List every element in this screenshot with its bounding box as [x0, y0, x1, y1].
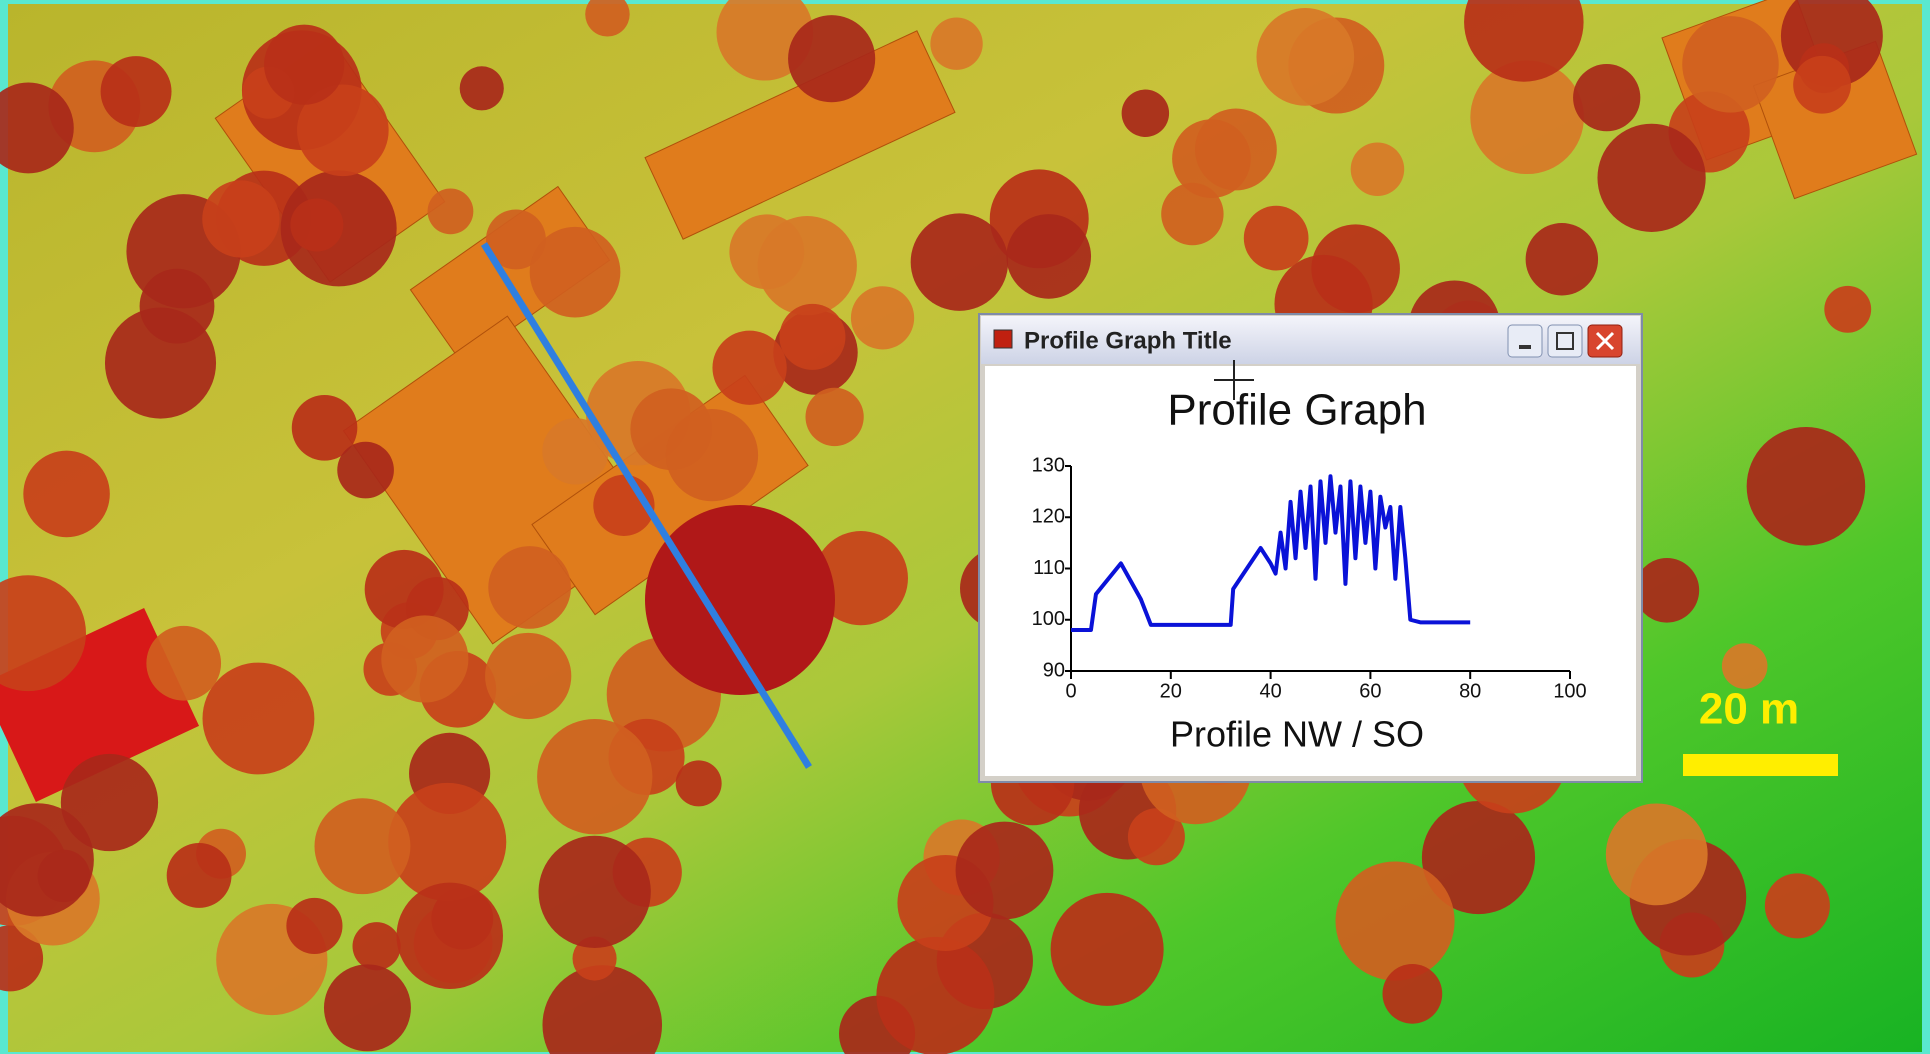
- tree: [729, 214, 804, 289]
- screen: 20 m Profile Graph Title Profile Graph P…: [0, 0, 1930, 1054]
- y-tick-label: 110: [1033, 557, 1065, 579]
- y-tick-label: 130: [1032, 454, 1065, 476]
- window-title: Profile Graph Title: [1024, 327, 1232, 354]
- tree: [1682, 16, 1778, 112]
- window-icon[interactable]: [994, 330, 1012, 348]
- tree: [397, 883, 503, 989]
- tree: [1195, 109, 1277, 191]
- tree: [290, 198, 343, 251]
- tree: [1161, 183, 1223, 245]
- tree: [779, 304, 845, 370]
- minimize-icon: [1519, 345, 1531, 349]
- tree: [539, 836, 651, 948]
- chart-title: Profile Graph: [1167, 386, 1426, 435]
- x-tick-label: 40: [1259, 680, 1281, 702]
- tree: [1722, 643, 1768, 689]
- x-axis-title: Profile NW / SO: [1170, 714, 1424, 755]
- tree: [1526, 223, 1598, 295]
- scale-label: 20 m: [1699, 685, 1799, 734]
- tree: [911, 213, 1008, 310]
- tree: [381, 615, 468, 702]
- y-tick-label: 100: [1032, 608, 1065, 630]
- tree: [537, 719, 652, 834]
- tree: [315, 798, 411, 894]
- tree: [956, 822, 1054, 920]
- tree: [530, 227, 621, 318]
- tree: [805, 388, 863, 446]
- tree: [23, 451, 110, 538]
- tree: [645, 505, 835, 695]
- tree: [1382, 964, 1442, 1024]
- tree: [1765, 873, 1830, 938]
- tree: [337, 442, 394, 499]
- x-tick-label: 100: [1553, 680, 1586, 702]
- tree: [1824, 286, 1871, 333]
- y-tick-label: 120: [1032, 506, 1065, 528]
- tree: [1335, 861, 1454, 980]
- tree: [712, 331, 786, 405]
- tree: [1051, 893, 1164, 1006]
- x-tick-label: 80: [1459, 680, 1481, 702]
- x-tick-label: 0: [1065, 680, 1076, 702]
- tree: [788, 15, 875, 102]
- maximize-button[interactable]: [1548, 325, 1582, 357]
- tree: [428, 188, 474, 234]
- tree: [140, 269, 215, 344]
- tree: [1122, 90, 1169, 137]
- tree: [485, 633, 571, 719]
- tree: [1793, 56, 1851, 114]
- tree: [324, 964, 411, 1051]
- tree: [1006, 214, 1091, 299]
- tree: [930, 18, 982, 70]
- tree: [1747, 427, 1866, 546]
- profile-window: Profile Graph Title: [979, 314, 1642, 782]
- tree: [101, 56, 172, 127]
- tree: [876, 937, 994, 1054]
- minimize-button[interactable]: [1508, 325, 1542, 357]
- tree: [666, 409, 758, 501]
- tree: [488, 546, 571, 629]
- tree: [1606, 803, 1708, 905]
- tree: [1573, 64, 1640, 131]
- tree: [1597, 124, 1705, 232]
- tree: [1351, 142, 1405, 196]
- tree: [1256, 8, 1354, 106]
- tree: [1244, 206, 1309, 271]
- y-tick-label: 90: [1043, 659, 1065, 681]
- x-tick-label: 20: [1160, 680, 1182, 702]
- tree: [1635, 558, 1700, 623]
- tree: [851, 286, 914, 349]
- page: 20 m Profile Graph Title Profile Graph P…: [0, 0, 1930, 1054]
- tree: [676, 760, 722, 806]
- tree: [146, 626, 221, 701]
- tree: [353, 922, 401, 970]
- tree: [264, 25, 344, 105]
- tree: [167, 843, 232, 908]
- tree: [460, 66, 504, 110]
- x-tick-label: 60: [1359, 680, 1381, 702]
- scale-bar: [1683, 754, 1838, 776]
- tree: [203, 663, 315, 775]
- tree: [286, 898, 342, 954]
- tree: [202, 180, 279, 257]
